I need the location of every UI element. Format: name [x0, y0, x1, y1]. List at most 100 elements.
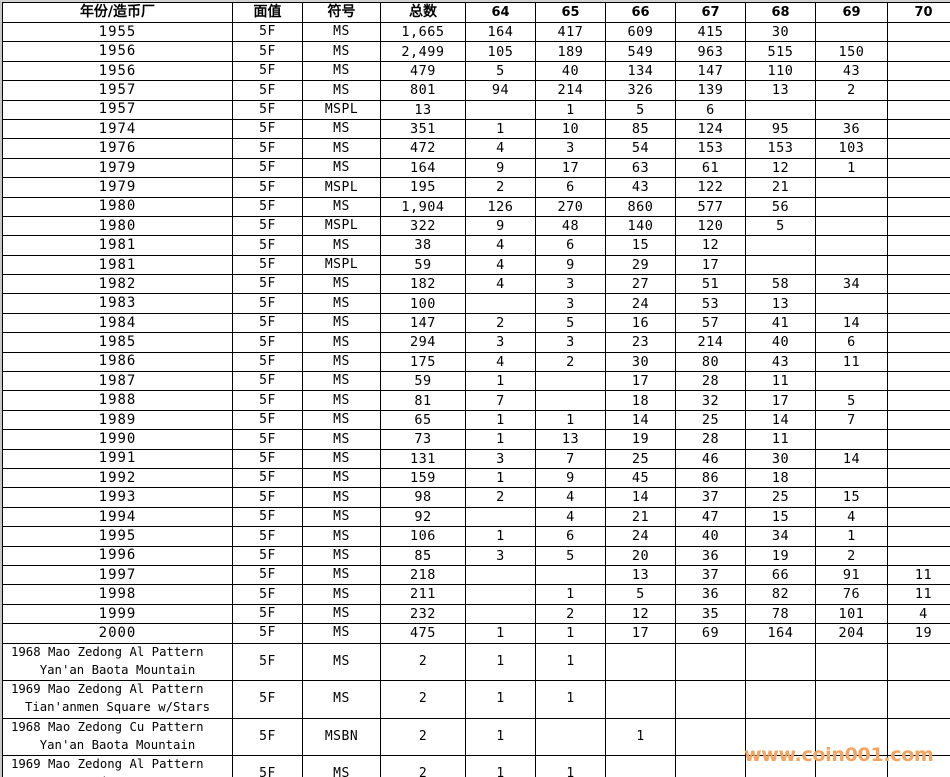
cell-grade-67: 53	[675, 293, 746, 314]
cell-symbol: MSPL	[302, 215, 381, 237]
cell-grade-70: 11	[887, 584, 950, 605]
cell-symbol: MS	[302, 448, 381, 469]
table-row[interactable]: 1956 5F MS 2,499 105 189 549 963 515 150	[2, 41, 950, 62]
cell-total: 2	[380, 755, 466, 777]
cell-grade-65: 214	[535, 80, 606, 101]
column-header-year[interactable]: 年份/造币厂	[2, 2, 233, 23]
table-row[interactable]: 1957 5F MSPL 13 1 5 6	[2, 99, 950, 120]
table-row[interactable]: 1976 5F MS 472 4 3 54 153 153 103	[2, 138, 950, 159]
table-row[interactable]: 1979 5F MS 164 9 17 63 61 12 1	[2, 157, 950, 179]
cell-grade-70	[887, 371, 950, 392]
cell-grade-68: 11	[745, 429, 816, 450]
table-row[interactable]: 1988 5F MS 81 7 18 32 17 5	[2, 390, 950, 411]
table-row[interactable]: 1974 5F MS 351 1 10 85 124 95 36	[2, 118, 950, 140]
cell-grade-66: 5	[605, 99, 676, 120]
cell-grade-67: 415	[675, 21, 746, 43]
table-row[interactable]: 1984 5F MS 147 2 5 16 57 41 14	[2, 312, 950, 334]
cell-grade-66: 326	[605, 80, 676, 101]
cell-year: 1998	[2, 584, 233, 605]
cell-symbol: MS	[302, 41, 381, 62]
table-row[interactable]: 1993 5F MS 98 2 4 14 37 25 15	[2, 487, 950, 508]
cell-grade-65: 3	[535, 293, 606, 314]
table-row[interactable]: 1996 5F MS 85 3 5 20 36 19 2	[2, 545, 950, 566]
table-row[interactable]: 1999 5F MS 232 2 12 35 78 101 4	[2, 603, 950, 625]
table-row[interactable]: 1957 5F MS 801 94 214 326 139 13 2	[2, 80, 950, 101]
cell-grade-66: 17	[605, 371, 676, 392]
table-row[interactable]: 1968 Mao Zedong Cu Pattern Yan'an Baota M…	[2, 717, 950, 756]
cell-grade-66: 15	[605, 235, 676, 256]
desc-line-2: Tian'anmen Square w/Stars	[24, 700, 211, 715]
cell-grade-70	[887, 215, 950, 237]
cell-denomination: 5F	[232, 623, 303, 644]
cell-grade-70	[887, 196, 950, 217]
cell-grade-66: 23	[605, 332, 676, 353]
table-row[interactable]: 2000 5F MS 475 1 1 17 69 164 204 19	[2, 623, 950, 644]
table-row[interactable]: 1969 Mao Zedong Al Pattern Nanhu Boat 5FMS…	[2, 755, 950, 777]
column-header-g65[interactable]: 65	[535, 2, 606, 23]
cell-grade-64: 1	[465, 118, 536, 140]
cell-grade-68: 14	[745, 409, 816, 431]
table-row[interactable]: 1982 5F MS 182 4 3 27 51 58 34	[2, 274, 950, 295]
cell-symbol: MS	[302, 196, 381, 217]
cell-grade-64: 126	[465, 196, 536, 217]
desc-line-2: Yan'an Baota Mountain	[39, 737, 196, 752]
cell-total: 218	[380, 564, 466, 586]
table-row[interactable]: 1956 5F MS 479 5 40 134 147 110 43	[2, 60, 950, 82]
column-header-sym[interactable]: 符号	[302, 2, 381, 23]
table-row[interactable]: 1994 5F MS 92 4 21 47 15 4	[2, 506, 950, 528]
table-row[interactable]: 1985 5F MS 294 3 3 23 214 40 6	[2, 332, 950, 353]
table-row[interactable]: 1998 5F MS 211 1 5 36 82 76 11	[2, 584, 950, 605]
table-row[interactable]: 1997 5F MS 218 13 37 66 91 11	[2, 564, 950, 586]
cell-grade-67: 6	[675, 99, 746, 120]
cell-symbol: MS	[302, 60, 381, 82]
cell-year: 1957	[2, 80, 233, 101]
column-header-denom[interactable]: 面值	[232, 2, 303, 23]
cell-grade-67	[675, 680, 746, 719]
table-row[interactable]: 1990 5F MS 73 1 13 19 28 11	[2, 429, 950, 450]
cell-grade-66: 20	[605, 545, 676, 566]
table-row[interactable]: 1981 5F MSPL 59 4 9 29 17	[2, 254, 950, 276]
cell-grade-66: 16	[605, 312, 676, 334]
table-row[interactable]: 1979 5F MSPL 195 2 6 43 122 21	[2, 177, 950, 198]
table-row[interactable]: 1992 5F MS 159 1 9 45 86 18	[2, 467, 950, 489]
desc-line-1: 1969 Mao Zedong Al Pattern	[11, 757, 204, 772]
cell-symbol: MS	[302, 21, 381, 43]
cell-denomination: 5F	[232, 177, 303, 198]
cell-grade-64: 4	[465, 274, 536, 295]
cell-grade-70	[887, 448, 950, 469]
table-row[interactable]: 1969 Mao Zedong Al Pattern Tian'anmen Squ…	[2, 680, 950, 719]
table-row[interactable]: 1955 5F MS 1,665 164 417 609 415 30	[2, 21, 950, 43]
cell-grade-70	[887, 138, 950, 159]
cell-grade-64	[465, 564, 536, 586]
column-header-total[interactable]: 总数	[380, 2, 466, 23]
table-row[interactable]: 1983 5F MS 100 3 24 53 13	[2, 293, 950, 314]
cell-grade-68: 12	[745, 157, 816, 179]
cell-grade-68: 30	[745, 448, 816, 469]
column-header-g64[interactable]: 64	[465, 2, 536, 23]
table-row[interactable]: 1968 Mao Zedong Al Pattern Yan'an Baota M…	[2, 642, 950, 681]
column-header-g70[interactable]: 70	[887, 2, 950, 23]
table-row[interactable]: 1987 5F MS 59 1 17 28 11	[2, 371, 950, 392]
table-row[interactable]: 1980 5F MS 1,904 126 270 860 577 56	[2, 196, 950, 217]
column-header-g67[interactable]: 67	[675, 2, 746, 23]
cell-total: 175	[380, 351, 466, 373]
table-row[interactable]: 1991 5F MS 131 3 7 25 46 30 14	[2, 448, 950, 469]
cell-grade-67: 28	[675, 429, 746, 450]
cell-grade-68: 17	[745, 390, 816, 411]
cell-grade-65: 13	[535, 429, 606, 450]
cell-symbol: MS	[302, 390, 381, 411]
cell-grade-66: 29	[605, 254, 676, 276]
cell-grade-65: 4	[535, 506, 606, 528]
table-row[interactable]: 1980 5F MSPL 322 9 48 140 120 5	[2, 215, 950, 237]
column-header-g69[interactable]: 69	[815, 2, 888, 23]
cell-grade-64: 4	[465, 235, 536, 256]
table-row[interactable]: 1986 5F MS 175 4 2 30 80 43 11	[2, 351, 950, 373]
table-row[interactable]: 1995 5F MS 106 1 6 24 40 34 1	[2, 526, 950, 547]
cell-grade-69: 1	[815, 157, 888, 179]
cell-grade-69	[815, 99, 888, 120]
column-header-g68[interactable]: 68	[745, 2, 816, 23]
column-header-g66[interactable]: 66	[605, 2, 676, 23]
table-row[interactable]: 1981 5F MS 38 4 6 15 12	[2, 235, 950, 256]
cell-total: 85	[380, 545, 466, 566]
table-row[interactable]: 1989 5F MS 65 1 1 14 25 14 7	[2, 409, 950, 431]
